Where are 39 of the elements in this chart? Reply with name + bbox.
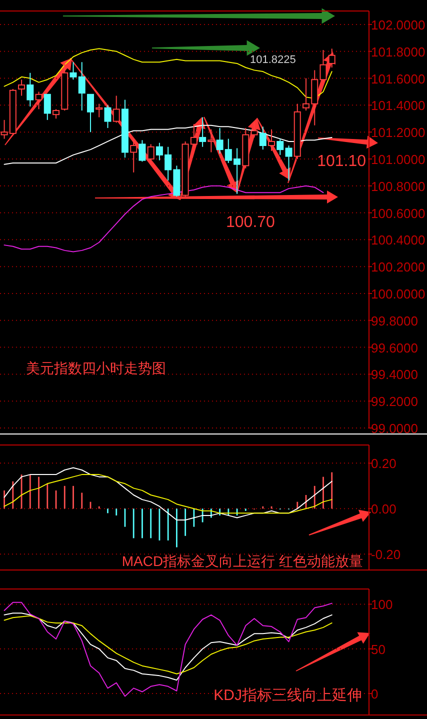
y-tick-label: 0.20	[371, 456, 396, 472]
y-tick-label: 99.0000	[371, 421, 418, 436]
y-tick-label: 99.8000	[371, 313, 418, 328]
candlestick	[121, 99, 128, 158]
line-series	[4, 48, 332, 99]
y-tick-label: 101.0000	[371, 152, 426, 167]
candlestick	[199, 116, 206, 148]
y-tick-label: 0	[371, 686, 378, 702]
line-series	[4, 474, 332, 514]
y-tick-label: 101.4000	[371, 98, 426, 114]
y-tick-label: 99.4000	[371, 367, 418, 382]
y-tick-label: 0.00	[371, 502, 396, 517]
y-tick-label: 50	[371, 642, 386, 657]
y-tick-label: 101.8000	[371, 44, 426, 60]
y-tick-label: 100	[371, 597, 393, 612]
y-tick-label: 101.2000	[371, 125, 426, 140]
y-tick-label: 99.2000	[371, 394, 418, 410]
y-tick-label: 100.6000	[371, 206, 426, 221]
annotation: KDJ指标三线向上延伸	[214, 687, 362, 704]
candlestick	[147, 144, 154, 165]
line-series	[4, 467, 332, 520]
annotation: MACD指标金叉向上运行 红色动能放量	[122, 553, 363, 569]
y-tick-label: 100.4000	[371, 232, 426, 248]
candlestick	[242, 128, 250, 169]
annotation: 100.70	[226, 214, 276, 231]
y-tick-label: 99.6000	[371, 340, 418, 356]
y-tick-label: 101.6000	[371, 71, 426, 86]
candlestick	[208, 128, 215, 153]
y-tick-label: 102.0000	[371, 17, 426, 32]
y-tick-label: 100.2000	[371, 260, 426, 275]
candlestick	[35, 91, 42, 110]
annotation: 美元指数四小时走势图	[26, 360, 166, 376]
y-tick-label: 100.8000	[371, 178, 426, 194]
candlestick	[268, 128, 276, 152]
annotation: 101.8225	[250, 54, 296, 66]
line-series	[4, 185, 324, 252]
annotation: 101.10	[317, 153, 366, 170]
y-tick-label: 100.0000	[371, 286, 426, 302]
y-tick-label: -0.20	[371, 547, 401, 562]
